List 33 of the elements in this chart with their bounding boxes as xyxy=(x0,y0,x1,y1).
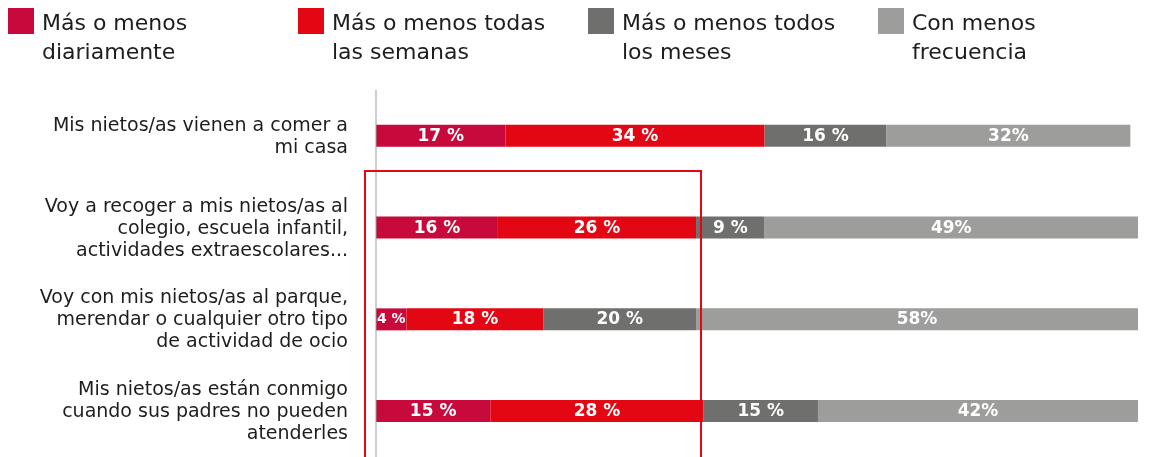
y-tick-label: Mis nietos/as están conmigo cuando sus padres no pueden atenderles xyxy=(62,376,348,443)
bar xyxy=(696,308,1138,331)
legend-label: Más o menos todos los meses xyxy=(622,9,837,66)
bar xyxy=(490,400,704,423)
data-label: 17 % xyxy=(417,124,465,145)
legend-label: Más o menos todas las semanas xyxy=(332,9,547,66)
data-label: 42% xyxy=(957,400,999,421)
y-tick-label: Voy con mis nietos/as al parque, merendar o cualquier otro tipo de actividad de ocio xyxy=(39,284,348,351)
data-label: 4 % xyxy=(376,310,406,327)
data-label: 16 % xyxy=(802,124,849,145)
data-label: 58% xyxy=(896,308,938,329)
legend-label: Con menos frecuencia xyxy=(912,9,1037,66)
bar xyxy=(817,400,1138,423)
data-label: 26 % xyxy=(573,216,621,237)
data-label: 9 % xyxy=(712,216,748,237)
data-label: 49% xyxy=(930,216,972,237)
data-label: 15 % xyxy=(409,400,457,421)
data-label: 34 % xyxy=(611,124,659,145)
data-label: 18 % xyxy=(451,308,499,329)
bar xyxy=(497,216,697,239)
data-label: 15 % xyxy=(737,400,785,421)
data-label: 28 % xyxy=(573,400,621,421)
y-tick-label: Mis nietos/as vienen a comer a mi casa xyxy=(52,112,348,157)
legend-label: Más o menos diariamente xyxy=(42,9,189,66)
bar xyxy=(543,308,697,331)
bar xyxy=(406,308,544,331)
bar xyxy=(505,124,765,147)
data-label: 20 % xyxy=(596,308,644,329)
y-tick-label: Voy a recoger a mis nietos/as al colegio, escuela infantil, actividades extraescolares... xyxy=(44,193,348,260)
data-label: 16 % xyxy=(413,216,461,237)
bar xyxy=(886,124,1131,147)
data-label: 32% xyxy=(988,124,1029,145)
bar xyxy=(764,216,1138,239)
